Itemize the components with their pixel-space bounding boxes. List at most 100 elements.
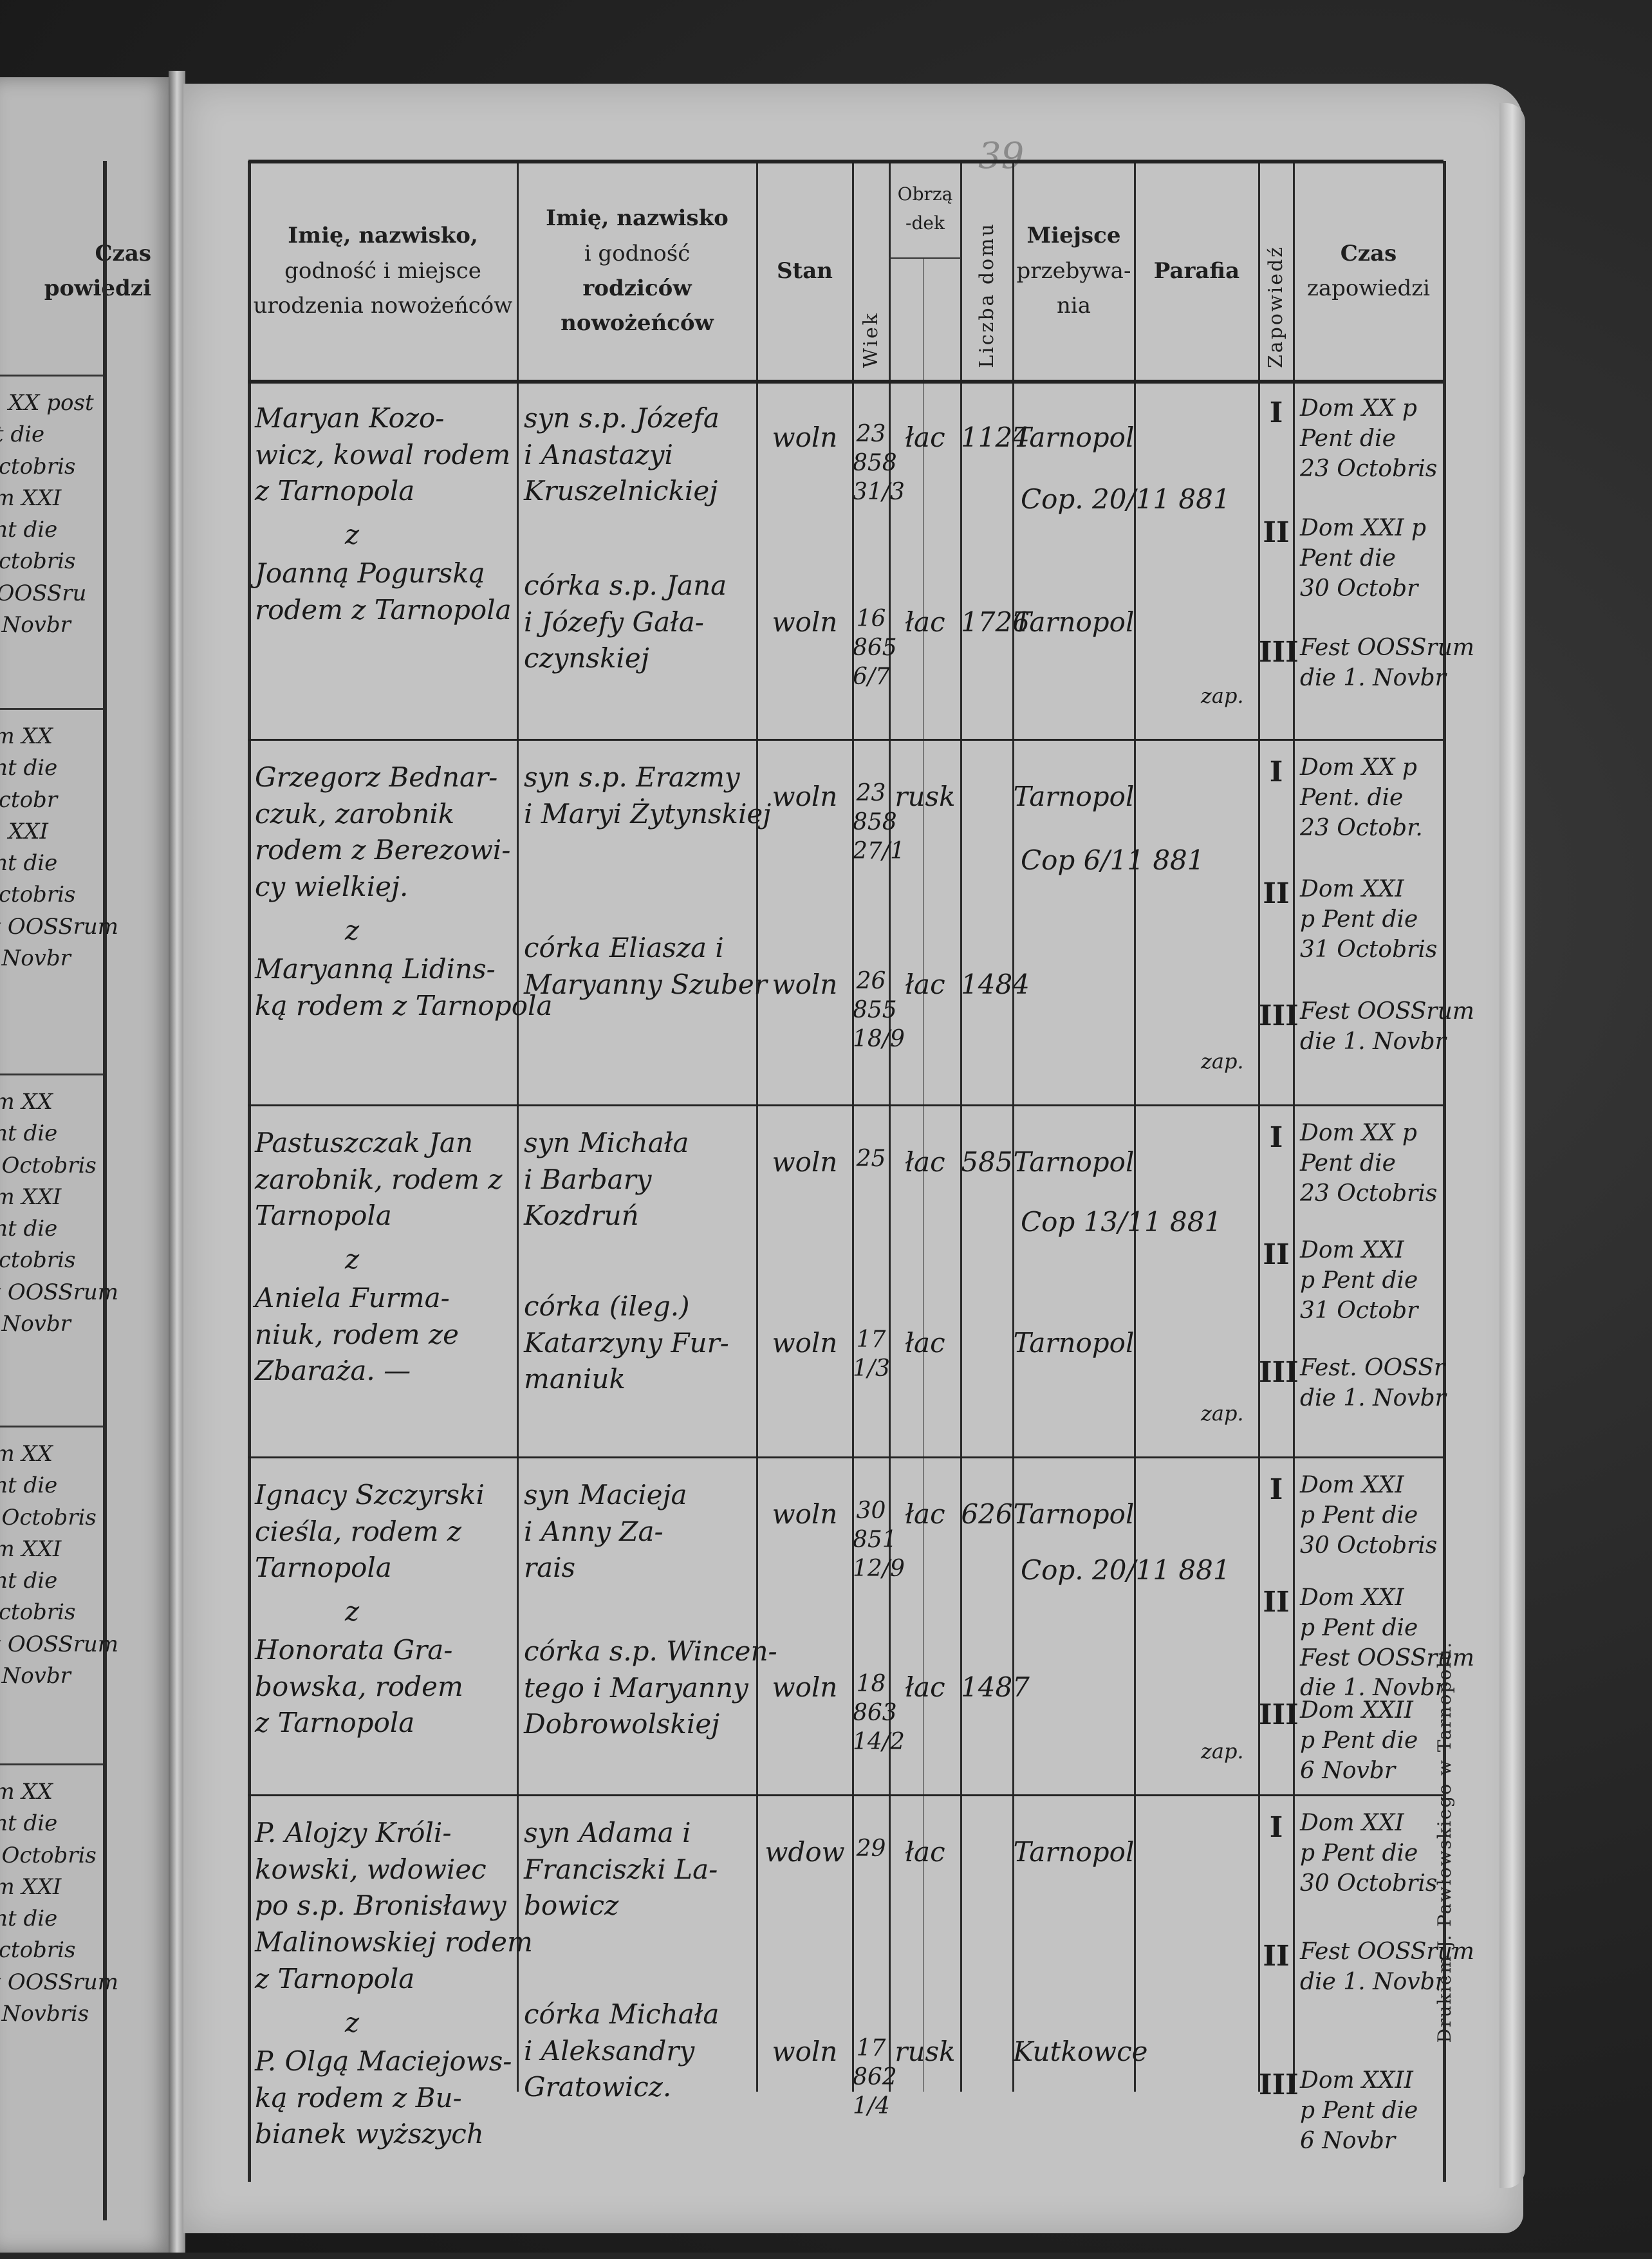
- left-entry-line: ent die: [0, 1810, 58, 1837]
- groom-line: Ignacy Szczyrski: [255, 1479, 485, 1511]
- bride-info: Aniela Furma-niuk, rodem ze Zbaraża. —: [255, 1280, 459, 1390]
- age-line: 6/7: [853, 664, 890, 690]
- banns-date-line: Dom XXI p: [1300, 515, 1427, 541]
- banns-date-line: Fest. OOSSr: [1300, 1355, 1445, 1381]
- rite-cell: rusk łac: [889, 740, 961, 1106]
- banns-date-line: Fest OOSSrum: [1300, 1938, 1474, 1965]
- groom-info: Grzegorz Bednar-czuk, zarobnik rodem z Be…: [255, 759, 510, 906]
- left-entry-line: om XX: [0, 723, 53, 749]
- age-block: 17 862 1/4: [853, 2034, 897, 2121]
- header-line: Stan: [776, 257, 833, 284]
- banns-number: I: [1269, 1811, 1283, 1844]
- header-line: Zapowiedź: [1265, 245, 1287, 368]
- left-entry-line: ent die: [0, 850, 58, 877]
- marital-status-cell: woln woln: [757, 1458, 853, 1796]
- banns-date-line: Dom XXII: [1300, 2067, 1413, 2094]
- banns-number-cell: I II III: [1259, 1458, 1299, 1796]
- left-entry-line: ent die: [0, 1473, 58, 1499]
- header-line: urodzenia nowożeńców: [253, 293, 513, 319]
- groom-parents: syn Macieja i Anny Za-rais: [524, 1477, 687, 1586]
- banns-number-cell: I II III: [1259, 740, 1299, 1106]
- header-subdivider: [889, 257, 961, 259]
- column-divider: [1134, 161, 1136, 2092]
- bride-parents-line: Gratowicz.: [524, 2071, 672, 2103]
- bride-info: Honorata Gra-bowska, rodem z Tarnopola: [255, 1632, 463, 1742]
- marital-status: woln: [772, 1146, 838, 1178]
- banns-date-line: Pent. die: [1300, 784, 1404, 811]
- column-divider: [1293, 161, 1295, 2092]
- marriage-register-table: Imię, nazwisko, godność i miejsce urodze…: [248, 160, 1474, 2182]
- column-divider: [517, 161, 519, 2092]
- marital-status-cell: woln woln: [757, 740, 853, 1106]
- bride-parents-line: córka (ileg.): [524, 1290, 690, 1322]
- book-gutter: [169, 71, 185, 2253]
- rite: łac: [905, 1836, 945, 1868]
- spouses-cell: Maryan Kozo-wicz, kowal rodem z Tarnopola…: [248, 381, 517, 740]
- header-liczba-domu: Liczba domu: [961, 161, 1013, 381]
- left-entry-line: 3 Octobris: [0, 1504, 97, 1530]
- rite-cell: łac łac: [889, 381, 961, 740]
- marital-status: woln: [772, 606, 838, 638]
- age-line: 858: [853, 809, 897, 835]
- banns-date-line: Fest OOSSrum: [1300, 1644, 1474, 1671]
- banns-date-line: p Pent die: [1300, 1727, 1418, 1754]
- bride-info: Joanną Pogurską rodem z Tarnopola: [255, 555, 512, 628]
- age-block: 29: [853, 1834, 889, 1863]
- header-line: godność i miejsce: [284, 257, 481, 284]
- rite: łac: [905, 422, 945, 453]
- left-header-line: powiedzi: [44, 275, 151, 301]
- register-entry: Ignacy Szczyrski cieśla, rodem z Tarnopola…: [248, 1458, 1474, 1796]
- residence-cell: Tarnopol: [1013, 1458, 1135, 1796]
- groom-parents: syn s.p. Józefa i Anastazyi Kruszelnickiej: [524, 400, 719, 510]
- age-line: 1/4: [853, 2093, 890, 2119]
- house-number-cell: 1484: [961, 740, 1030, 1106]
- bride-parents-line: i Józefy Gała-: [524, 606, 704, 638]
- groom-info: P. Alojzy Króli-kowski, wdowiec po s.p. B…: [255, 1815, 533, 1997]
- groom-parents-line: i Barbary: [524, 1163, 652, 1195]
- banns-number: I: [1269, 1473, 1283, 1506]
- banns-number: II: [1263, 1940, 1290, 1973]
- column-divider: [1012, 161, 1014, 2092]
- groom-parents-line: rais: [524, 1552, 576, 1584]
- groom-parents-line: Kozdruń: [524, 1200, 639, 1232]
- header-wiek: Wiek: [853, 161, 889, 381]
- conjunction: z: [345, 1243, 360, 1275]
- banns-date-line: 6 Novbr: [1300, 1757, 1396, 1784]
- age-cell: 23 858 27/1 26 855 18/9: [853, 740, 905, 1106]
- groom-parents-line: bowicz: [524, 1890, 619, 1922]
- left-entry-line: ent die: [0, 1216, 58, 1242]
- age-block: 16 865 6/7: [853, 604, 897, 691]
- groom-parents-line: Franciszki La-: [524, 1853, 718, 1885]
- left-page-entry: om XX ent die 3 Octobris om XXI ent die Octob…: [0, 1776, 118, 2030]
- age-line: 14/2: [853, 1729, 905, 1755]
- house-number-cell: [961, 1796, 1013, 2182]
- header-line: zapowiedzi: [1306, 275, 1431, 301]
- left-entry-line: 1 Novbris: [0, 2001, 89, 2027]
- bride-line: Maryanną Lidins-: [255, 953, 496, 985]
- banns-date-line: 31 Octobris: [1300, 936, 1438, 963]
- column-divider: [248, 161, 251, 2182]
- banns-date: Dom XXI p Pent die 31 Octobr: [1300, 1236, 1418, 1326]
- banns-date-line: p Pent die: [1300, 1614, 1418, 1641]
- header-czas: Czas zapowiedzi: [1294, 161, 1443, 381]
- banns-date-line: p Pent die: [1300, 1839, 1418, 1866]
- parents-cell: syn Michała i Barbary Kozdruń córka (ileg.)…: [517, 1106, 757, 1458]
- left-entry-line: Octobris: [0, 1599, 76, 1626]
- header-line: Obrzą-dek: [897, 183, 953, 234]
- bride-line: niuk, rodem ze: [255, 1318, 459, 1350]
- banns-date-line: Pent die: [1300, 1149, 1396, 1176]
- banns-date-line: 23 Octobr.: [1300, 814, 1423, 841]
- bride-parents-line: córka s.p. Jana: [524, 570, 727, 601]
- banns-date-line: die 1. Novbr: [1300, 1675, 1446, 1702]
- register-entry: Maryan Kozo-wicz, kowal rodem z Tarnopola…: [248, 381, 1474, 740]
- banns-date: Dom XXI p Pent die Fest OOSSrum die 1. Novb…: [1300, 1583, 1474, 1704]
- left-entry-line: ent die: [0, 1568, 58, 1594]
- bride-parents: córka Eliasza i Maryanny Szuber: [524, 930, 767, 1003]
- rite: rusk: [895, 781, 956, 812]
- left-entry-line: nt die: [0, 422, 45, 448]
- bride-parents-line: czynskiej: [524, 642, 649, 674]
- header-obrzadek: Obrzą-dek: [889, 161, 961, 381]
- spouses-cell: Pastuszczak Jan zarobnik, rodem z Tarnopol…: [248, 1106, 517, 1458]
- marital-status: woln: [772, 969, 838, 1000]
- marital-status-cell: woln woln: [757, 1106, 853, 1458]
